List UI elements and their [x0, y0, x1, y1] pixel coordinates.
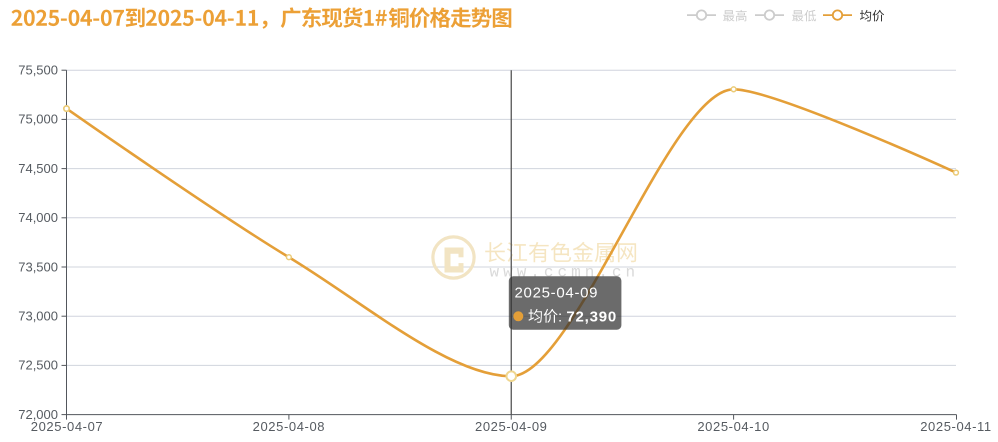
svg-text:2025-04-11: 2025-04-11	[920, 419, 992, 434]
svg-text:2025-04-08: 2025-04-08	[253, 419, 326, 434]
svg-text:74,000: 74,000	[18, 210, 58, 225]
svg-text:74,500: 74,500	[18, 161, 58, 176]
svg-text:2025-04-09: 2025-04-09	[515, 284, 599, 301]
svg-text:75,500: 75,500	[18, 63, 58, 78]
svg-text:72,500: 72,500	[18, 358, 58, 373]
svg-text:2025-04-10: 2025-04-10	[697, 419, 770, 434]
svg-text:75,000: 75,000	[18, 112, 58, 127]
svg-text:2025-04-09: 2025-04-09	[475, 419, 548, 434]
svg-text:73,500: 73,500	[18, 259, 58, 274]
svg-text:73,000: 73,000	[18, 309, 58, 324]
svg-text:72,000: 72,000	[18, 407, 58, 422]
svg-text:2025-04-07: 2025-04-07	[31, 419, 104, 434]
svg-text:: 72,390: : 72,390	[558, 309, 617, 326]
